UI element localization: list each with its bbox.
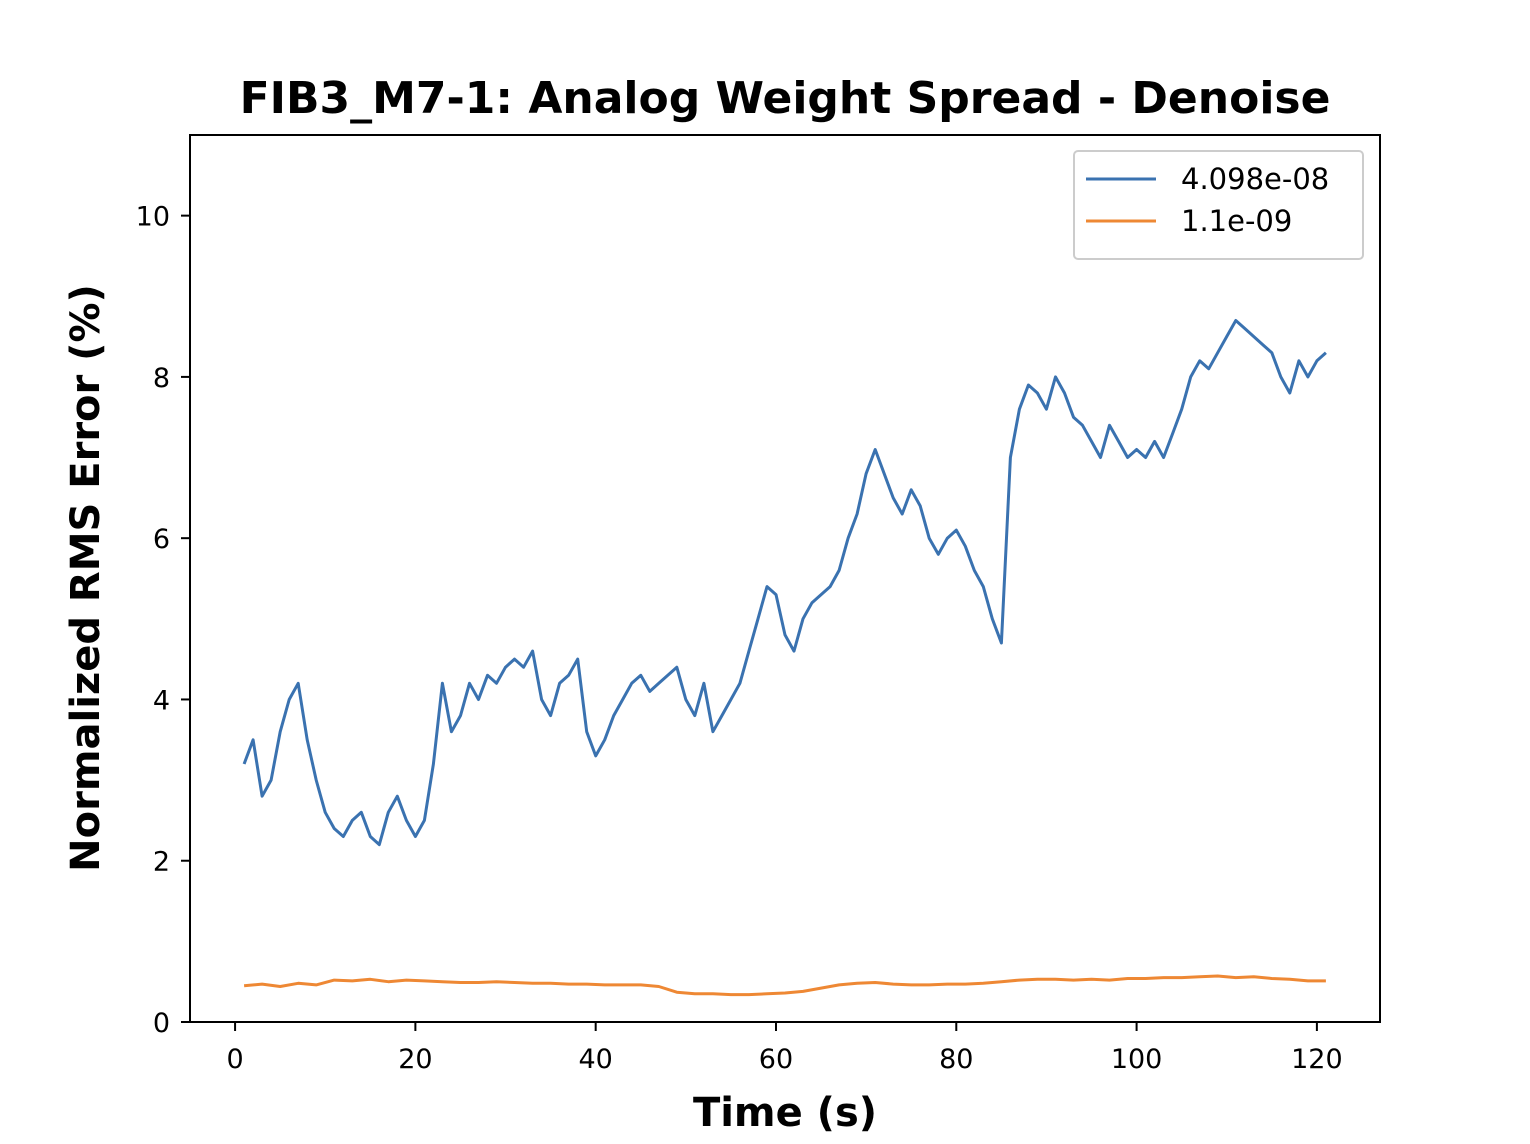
y-tick-label: 2 <box>153 847 170 878</box>
y-tick-label: 6 <box>153 524 170 555</box>
plot-frame <box>189 134 1381 1023</box>
y-tick-label: 4 <box>153 685 170 716</box>
x-axis-label: Time (s) <box>693 1090 877 1136</box>
y-tick-label: 0 <box>153 1008 170 1039</box>
plot-area <box>242 319 1327 997</box>
x-tick-label: 100 <box>1111 1044 1163 1075</box>
x-tick-label: 40 <box>579 1044 613 1075</box>
x-tick-label: 0 <box>226 1044 243 1075</box>
legend: 4.098e-08 1.1e-09 <box>1073 150 1364 260</box>
y-axis-label: Normalized RMS Error (%) <box>63 284 109 872</box>
x-tick-label: 120 <box>1291 1044 1343 1075</box>
x-tick-label: 60 <box>759 1044 793 1075</box>
y-tick-label: 8 <box>153 363 170 394</box>
chart-title: FIB3_M7-1: Analog Weight Spread - Denois… <box>240 73 1331 124</box>
legend-label-1: 4.098e-08 <box>1181 162 1329 196</box>
legend-label-2: 1.1e-09 <box>1181 204 1292 238</box>
series-line-1 <box>242 319 1327 847</box>
x-tick-label: 80 <box>939 1044 973 1075</box>
series-line-2 <box>243 974 1326 997</box>
y-axis-ticks: 0 2 4 6 8 10 <box>136 202 190 1039</box>
x-axis-ticks: 0 20 40 60 80 100 120 <box>226 1022 1343 1075</box>
y-tick-label: 10 <box>136 202 170 233</box>
x-tick-label: 20 <box>398 1044 432 1075</box>
